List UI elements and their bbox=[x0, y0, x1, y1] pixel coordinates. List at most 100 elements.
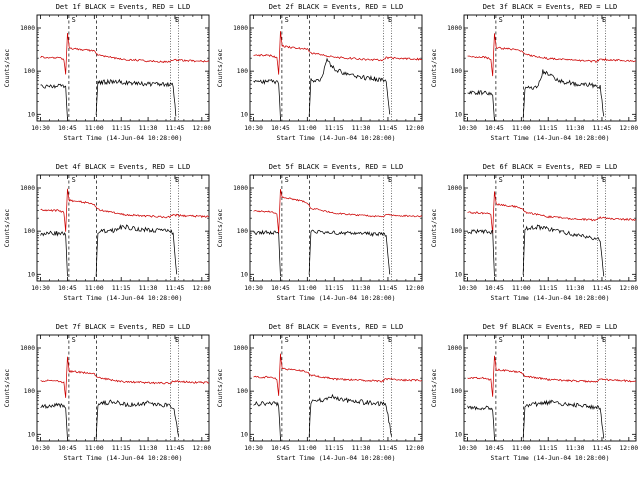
x-tick-label: 10:30 bbox=[458, 285, 477, 292]
series-line-events bbox=[309, 57, 391, 117]
x-tick-label: 11:45 bbox=[379, 125, 398, 132]
axes: 10:30 10:45 11:00 11:15 11:30 11:45 12:00 10 100… bbox=[233, 175, 425, 292]
x-tick-label: 10:30 bbox=[458, 445, 477, 452]
panel-det-8f: Det 8f BLACK = Events, RED = LLD 10:30 10:… bbox=[213, 320, 426, 480]
x-tick-label: 10:45 bbox=[58, 125, 77, 132]
x-axis-label: Start Time (14-Jun-04 10:28:00) bbox=[277, 454, 396, 462]
panel-title: Det 2f BLACK = Events, RED = LLD bbox=[269, 3, 404, 11]
x-axis-label: Start Time (14-Jun-04 10:28:00) bbox=[277, 294, 396, 302]
e-marker-label: E bbox=[602, 16, 606, 24]
series-line-events bbox=[309, 393, 393, 438]
s-marker-label: S bbox=[285, 176, 289, 184]
series-line-lld bbox=[467, 355, 636, 397]
y-axis-label: Counts/sec bbox=[3, 49, 11, 88]
x-tick-label: 11:00 bbox=[512, 445, 531, 452]
y-tick-label: 10 bbox=[454, 431, 462, 438]
x-tick-label: 11:15 bbox=[325, 285, 344, 292]
axes: 10:30 10:45 11:00 11:15 11:30 11:45 12:00 10 100… bbox=[447, 335, 638, 452]
panel-title: Det 1f BLACK = Events, RED = LLD bbox=[56, 3, 191, 11]
axis-box bbox=[463, 14, 637, 122]
panel-det-5f: Det 5f BLACK = Events, RED = LLD 10:30 10:… bbox=[213, 160, 426, 320]
x-tick-label: 10:45 bbox=[271, 125, 290, 132]
series-line-events bbox=[466, 228, 495, 277]
x-tick-label: 10:30 bbox=[31, 285, 50, 292]
s-marker-label: S bbox=[285, 336, 289, 344]
series-line-lld bbox=[467, 33, 636, 77]
series-line-events bbox=[522, 399, 604, 439]
panel-det-1f: Det 1f BLACK = Events, RED = LLD 10:30 10:… bbox=[0, 0, 213, 160]
y-tick-label: 10 bbox=[28, 271, 36, 278]
series-events bbox=[40, 399, 179, 440]
series-lld bbox=[253, 353, 423, 396]
series-line-events bbox=[522, 69, 604, 119]
y-tick-label: 10 bbox=[241, 431, 249, 438]
axis-box bbox=[36, 334, 210, 442]
x-tick-label: 12:00 bbox=[193, 285, 212, 292]
x-tick-label: 11:15 bbox=[539, 125, 558, 132]
y-axis-label: Counts/sec bbox=[3, 209, 11, 248]
axis-box bbox=[249, 334, 423, 442]
x-tick-label: 11:30 bbox=[352, 125, 371, 132]
x-tick-label: 12:00 bbox=[619, 445, 638, 452]
series-line-events bbox=[309, 229, 391, 275]
y-tick-label: 100 bbox=[450, 228, 461, 235]
series-lld bbox=[467, 355, 636, 397]
x-tick-label: 10:30 bbox=[31, 125, 50, 132]
panel-title: Det 7f BLACK = Events, RED = LLD bbox=[56, 323, 191, 331]
series-line-lld bbox=[40, 188, 210, 232]
x-axis-label: Start Time (14-Jun-04 10:28:00) bbox=[490, 454, 609, 462]
x-tick-label: 10:45 bbox=[271, 285, 290, 292]
y-tick-label: 1000 bbox=[233, 185, 248, 192]
s-marker-label: S bbox=[72, 176, 76, 184]
x-tick-label: 11:00 bbox=[85, 445, 104, 452]
x-tick-label: 12:00 bbox=[193, 445, 212, 452]
y-axis-label: Counts/sec bbox=[216, 209, 224, 248]
x-axis-label: Start Time (14-Jun-04 10:28:00) bbox=[64, 294, 183, 302]
axis-box bbox=[249, 174, 423, 282]
x-tick-label: 10:30 bbox=[245, 445, 264, 452]
panel-det-2f: Det 2f BLACK = Events, RED = LLD 10:30 10:… bbox=[213, 0, 426, 160]
x-tick-label: 10:30 bbox=[31, 445, 50, 452]
panel-title: Det 5f BLACK = Events, RED = LLD bbox=[269, 163, 404, 171]
panel-title: Det 4f BLACK = Events, RED = LLD bbox=[56, 163, 191, 171]
series-lld bbox=[40, 33, 210, 75]
x-axis-label: Start Time (14-Jun-04 10:28:00) bbox=[64, 134, 183, 142]
x-tick-label: 11:45 bbox=[166, 445, 185, 452]
x-tick-label: 10:45 bbox=[271, 445, 290, 452]
x-tick-label: 11:15 bbox=[539, 285, 558, 292]
series-line-lld bbox=[467, 191, 636, 234]
e-marker-label: E bbox=[175, 176, 179, 184]
y-axis-label: Counts/sec bbox=[216, 49, 224, 88]
series-lld bbox=[40, 356, 210, 398]
series-line-lld bbox=[40, 33, 210, 75]
e-marker-label: E bbox=[175, 336, 179, 344]
e-marker-label: E bbox=[388, 16, 392, 24]
y-axis-label: Counts/sec bbox=[3, 369, 11, 408]
series-line-events bbox=[522, 224, 604, 277]
series-events bbox=[253, 229, 391, 277]
x-tick-label: 10:45 bbox=[485, 445, 504, 452]
x-tick-label: 11:30 bbox=[139, 285, 158, 292]
chart-det-8f: Det 8f BLACK = Events, RED = LLD 10:30 10:… bbox=[216, 323, 424, 462]
axes: 10:30 10:45 11:00 11:15 11:30 11:45 12:00 10 100… bbox=[20, 175, 211, 292]
y-tick-label: 10 bbox=[241, 111, 249, 118]
y-tick-label: 100 bbox=[237, 388, 248, 395]
s-marker-label: S bbox=[498, 336, 502, 344]
chart-det-1f: Det 1f BLACK = Events, RED = LLD 10:30 10:… bbox=[3, 3, 211, 142]
event-marker-lines bbox=[495, 335, 606, 441]
y-axis-label: Counts/sec bbox=[216, 369, 224, 408]
x-tick-label: 11:00 bbox=[512, 285, 531, 292]
x-tick-label: 11:30 bbox=[139, 125, 158, 132]
event-marker-lines bbox=[68, 175, 179, 281]
s-marker-label: S bbox=[498, 16, 502, 24]
x-tick-label: 11:00 bbox=[85, 285, 104, 292]
panel-title: Det 8f BLACK = Events, RED = LLD bbox=[269, 323, 404, 331]
axes: 10:30 10:45 11:00 11:15 11:30 11:45 12:00 10 100… bbox=[20, 15, 211, 132]
e-marker-label: E bbox=[602, 176, 606, 184]
e-marker-label: E bbox=[175, 16, 179, 24]
y-tick-label: 100 bbox=[24, 68, 35, 75]
x-tick-label: 12:00 bbox=[406, 285, 425, 292]
